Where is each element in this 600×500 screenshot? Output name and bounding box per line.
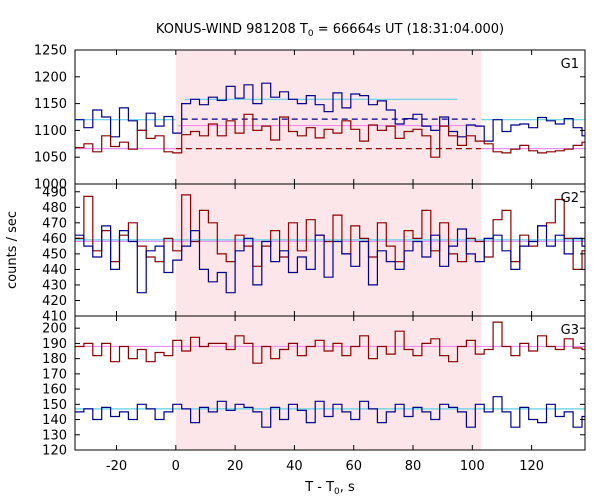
y-tick-label: 1000 — [34, 178, 67, 193]
y-tick-label: 1050 — [34, 151, 67, 166]
y-tick-label: 140 — [42, 413, 67, 428]
y-tick-label: 480 — [42, 201, 67, 216]
x-tick-label: 120 — [519, 459, 544, 474]
y-axis-label: counts / sec — [5, 211, 20, 289]
y-tick-label: 470 — [42, 216, 67, 231]
y-tick-label: 1250 — [34, 44, 67, 59]
y-tick-label: 490 — [42, 185, 67, 200]
x-tick-label: 100 — [460, 459, 485, 474]
x-tick-label: 80 — [405, 459, 422, 474]
red-series — [75, 113, 585, 158]
x-tick-label: 0 — [172, 459, 180, 474]
panel-frame — [74, 315, 586, 451]
y-tick-label: 1200 — [34, 70, 67, 85]
blue-series — [75, 225, 585, 294]
panel-label: G1 — [561, 57, 579, 72]
panel-g1: 1000 1050 1100 1150 1200 1250 G1 — [34, 44, 586, 193]
blue-series — [75, 82, 585, 142]
highlight-band — [175, 316, 482, 450]
x-axis-label: T - T0, s — [304, 480, 355, 497]
y-tick-label: 180 — [42, 352, 67, 367]
y-tick-label: 450 — [42, 247, 67, 262]
red-series — [75, 321, 585, 364]
panel-label: G3 — [561, 323, 579, 338]
y-tick-label: 440 — [42, 263, 67, 278]
y-tick-label: 1100 — [34, 124, 67, 139]
plot-area: 100010501100115012001250G141042043044045… — [34, 44, 586, 474]
x-tick-label: -20 — [106, 459, 127, 474]
x-tick-label: 60 — [345, 459, 362, 474]
x-tick-label: 20 — [227, 459, 244, 474]
y-tick-label: 120 — [42, 444, 67, 459]
y-tick-label: 460 — [42, 232, 67, 247]
y-tick-label: 200 — [42, 322, 67, 337]
y-tick-label: 190 — [42, 337, 67, 352]
y-tick-label: 430 — [42, 278, 67, 293]
y-tick-label: 150 — [42, 398, 67, 413]
highlight-band — [175, 184, 482, 316]
panel-label: G2 — [561, 191, 579, 206]
chart-title: KONUS-WIND 981208 T0 = 66664s UT (18:31:… — [156, 22, 504, 39]
y-tick-label: 170 — [42, 367, 67, 382]
y-tick-label: 130 — [42, 428, 67, 443]
y-tick-label: 160 — [42, 383, 67, 398]
y-tick-label: 410 — [42, 310, 67, 325]
highlight-band — [175, 50, 482, 184]
x-tick-label: 40 — [286, 459, 303, 474]
blue-series — [75, 396, 585, 428]
y-tick-label: 420 — [42, 294, 67, 309]
y-tick-label: 1150 — [34, 97, 67, 112]
